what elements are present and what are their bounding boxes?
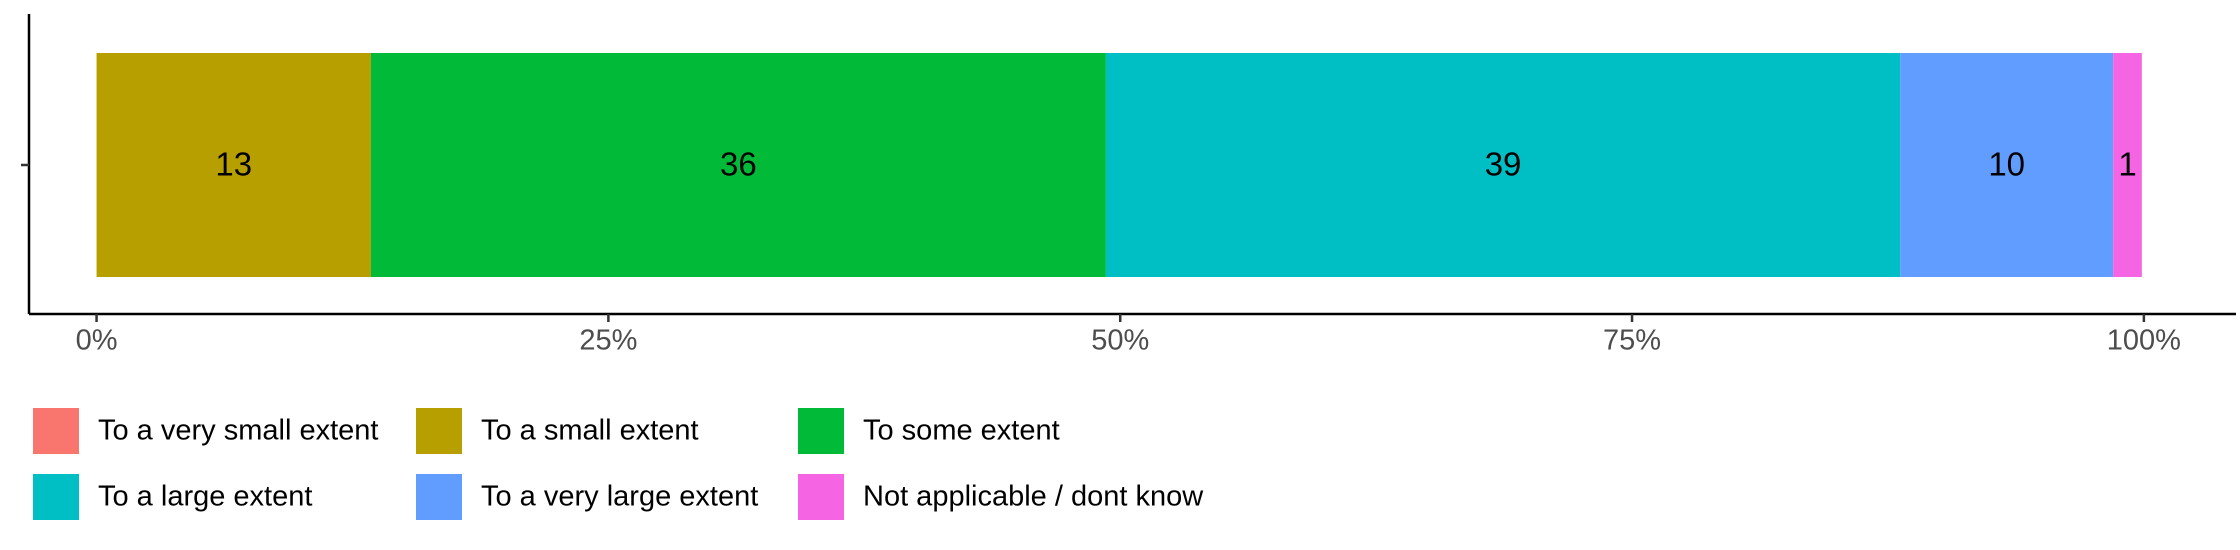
bar-segment	[1900, 53, 2114, 277]
bar-segment	[2113, 53, 2142, 277]
bar-segment	[370, 53, 1106, 277]
data-label: 1	[2118, 146, 2136, 183]
legend-label: To some extent	[863, 415, 1060, 447]
x-tick-label: 75%	[1603, 325, 1661, 357]
data-label: 36	[720, 146, 757, 183]
x-tick-label: 50%	[1091, 325, 1149, 357]
legend-key	[798, 474, 844, 520]
legend-label: To a small extent	[481, 415, 699, 447]
data-label: 39	[1485, 146, 1522, 183]
legend-key	[416, 474, 462, 520]
x-tick-label: 25%	[579, 325, 637, 357]
legend-label: To a large extent	[98, 481, 312, 513]
legend-label: To a very large extent	[481, 481, 758, 513]
x-tick-label: 100%	[2107, 325, 2181, 357]
legend-key	[33, 408, 79, 454]
bar-segment	[96, 53, 371, 277]
legend-label: To a very small extent	[98, 415, 378, 447]
data-label: 13	[215, 146, 252, 183]
legend-label: Not applicable / dont know	[863, 481, 1204, 513]
legend-key	[416, 408, 462, 454]
legend-key	[33, 474, 79, 520]
data-label: 10	[1988, 146, 2025, 183]
legend-key	[798, 408, 844, 454]
x-tick-label: 0%	[76, 325, 118, 357]
bar-segment	[1105, 53, 1901, 277]
